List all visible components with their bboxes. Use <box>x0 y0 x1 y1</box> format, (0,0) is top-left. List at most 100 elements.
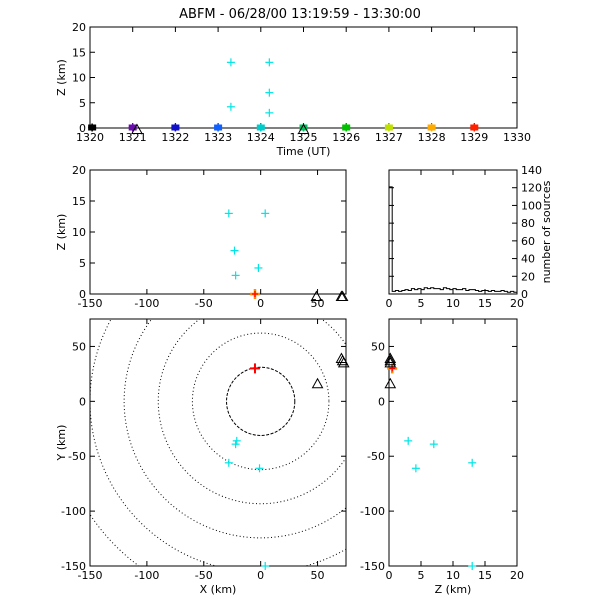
station-triangle <box>336 290 349 301</box>
x-tick-label: -50 <box>195 297 213 310</box>
source-point <box>404 436 413 445</box>
y-tick-label: 5 <box>79 97 86 110</box>
source-point <box>226 102 235 111</box>
range-ring <box>123 319 346 539</box>
y-tick-label: 0 <box>521 288 528 301</box>
x-tick-label: 1327 <box>375 131 403 144</box>
x-tick-label: 1328 <box>418 131 446 144</box>
y-tick-label: 140 <box>521 164 542 177</box>
source-point <box>230 246 239 255</box>
flash-marker-red <box>249 363 260 374</box>
x-tick-label: 10 <box>446 569 460 582</box>
x-tick-label: 1325 <box>290 131 318 144</box>
x-tick-label: -150 <box>78 297 103 310</box>
source-point <box>265 108 274 117</box>
y-tick-label: 50 <box>371 340 385 353</box>
source-point <box>232 436 241 445</box>
x-tick-label: 1324 <box>247 131 275 144</box>
x-tick-label: 1326 <box>332 131 360 144</box>
y-tick-label: 40 <box>521 253 535 266</box>
station-triangle <box>311 377 324 389</box>
source-point <box>226 58 235 67</box>
source-point <box>254 263 263 272</box>
time-marker-cross <box>171 123 180 132</box>
station-triangle <box>297 123 310 135</box>
y-tick-label: -150 <box>61 560 86 573</box>
y-tick-label: -100 <box>61 505 86 518</box>
range-ring <box>157 319 346 505</box>
plot-frame <box>388 169 518 295</box>
source-point <box>231 271 240 280</box>
time-marker-cross <box>342 123 351 132</box>
x-tick-label: 0 <box>257 569 264 582</box>
y-tick-label: 60 <box>521 235 535 248</box>
source-point <box>231 440 240 449</box>
x-axis-title: Z (km) <box>435 583 472 596</box>
x-tick-label: 50 <box>311 569 325 582</box>
y-axis-title: number of sources <box>540 180 553 283</box>
plot-frame <box>89 169 347 295</box>
x-tick-label: -100 <box>134 297 159 310</box>
time-marker-cross <box>256 123 265 132</box>
flash-marker-red <box>389 365 396 372</box>
station-triangle <box>384 356 397 368</box>
station-triangle <box>384 354 397 366</box>
x-tick-label: 15 <box>478 297 492 310</box>
source-point <box>224 458 233 467</box>
y-tick-label: 0 <box>79 122 86 135</box>
station-triangle <box>131 123 143 135</box>
x-tick-label: -50 <box>195 569 213 582</box>
station-triangle <box>310 290 323 301</box>
x-tick-label: 1322 <box>161 131 189 144</box>
y-tick-label: 0 <box>79 288 86 301</box>
source-point <box>261 209 270 218</box>
x-tick-label: 5 <box>418 297 425 310</box>
source-point <box>468 562 477 570</box>
x-tick-label: 10 <box>446 297 460 310</box>
x-tick-label: 1329 <box>460 131 488 144</box>
time-marker-cross <box>427 123 436 132</box>
source-point <box>265 88 274 97</box>
x-tick-label: 20 <box>510 569 524 582</box>
y-tick-label: 50 <box>72 340 86 353</box>
y-tick-label: 20 <box>72 21 86 34</box>
source-point <box>411 464 420 473</box>
x-tick-label: 1323 <box>204 131 232 144</box>
x-tick-label: 0 <box>257 297 264 310</box>
source-point <box>255 464 264 473</box>
y-tick-label: 10 <box>72 72 86 85</box>
station-triangle <box>384 352 397 364</box>
x-tick-label: 1320 <box>76 131 104 144</box>
y-tick-label: -100 <box>360 505 385 518</box>
x-tick-label: -150 <box>78 569 103 582</box>
x-axis-title: Time (UT) <box>276 145 331 158</box>
x-tick-label: -100 <box>134 569 159 582</box>
y-tick-label: 20 <box>521 270 535 283</box>
x-tick-label: 0 <box>386 569 393 582</box>
y-tick-label: 120 <box>521 182 542 195</box>
plot-frame <box>89 26 518 129</box>
y-tick-label: 15 <box>72 195 86 208</box>
y-tick-label: 0 <box>79 395 86 408</box>
y-tick-label: 100 <box>521 199 542 212</box>
y-tick-label: 20 <box>72 164 86 177</box>
range-ring <box>226 366 296 436</box>
x-tick-label: 15 <box>478 569 492 582</box>
time-marker-cross <box>214 123 223 132</box>
figure-title: ABFM - 06/28/00 13:19:59 - 13:30:00 <box>179 7 421 22</box>
y-tick-label: 80 <box>521 217 535 230</box>
source-point <box>261 562 270 570</box>
y-tick-label: -50 <box>367 450 385 463</box>
x-tick-label: 1321 <box>119 131 147 144</box>
time-marker-cross <box>88 123 97 132</box>
time-marker-cross <box>384 123 393 132</box>
y-tick-label: 15 <box>72 46 86 59</box>
y-tick-label: 10 <box>72 226 86 239</box>
source-point <box>429 440 438 449</box>
source-point <box>468 458 477 467</box>
y-tick-label: 5 <box>79 257 86 270</box>
time-marker-cross <box>470 123 479 132</box>
y-tick-label: 0 <box>378 395 385 408</box>
y-axis-title: Y (km) <box>55 425 68 462</box>
